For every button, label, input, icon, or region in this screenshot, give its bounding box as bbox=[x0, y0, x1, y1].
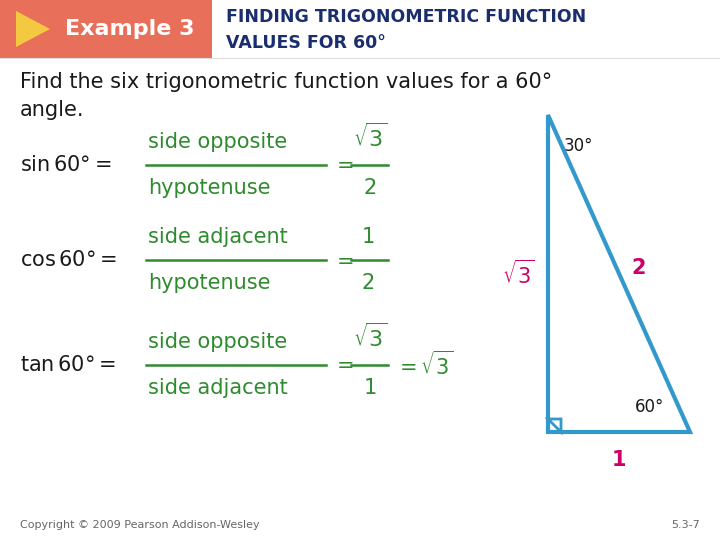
Text: 30°: 30° bbox=[564, 137, 593, 155]
Text: angle.: angle. bbox=[20, 100, 84, 120]
Text: side adjacent: side adjacent bbox=[148, 378, 288, 398]
Text: $=$: $=$ bbox=[332, 156, 354, 174]
Text: FINDING TRIGONOMETRIC FUNCTION: FINDING TRIGONOMETRIC FUNCTION bbox=[226, 8, 586, 26]
Text: 60°: 60° bbox=[635, 398, 665, 416]
Text: hypotenuse: hypotenuse bbox=[148, 273, 271, 293]
Text: $= \sqrt{3}$: $= \sqrt{3}$ bbox=[395, 351, 454, 379]
Text: $2$: $2$ bbox=[361, 273, 374, 293]
Text: Example 3: Example 3 bbox=[66, 19, 194, 39]
Text: $1$: $1$ bbox=[361, 227, 374, 247]
Text: side adjacent: side adjacent bbox=[148, 227, 288, 247]
Text: Copyright © 2009 Pearson Addison-Wesley: Copyright © 2009 Pearson Addison-Wesley bbox=[20, 520, 260, 530]
Text: 5.3-7: 5.3-7 bbox=[671, 520, 700, 530]
Text: $\sqrt{3}$: $\sqrt{3}$ bbox=[353, 124, 387, 152]
Text: $\mathrm{tan\,60°} =$: $\mathrm{tan\,60°} =$ bbox=[20, 355, 116, 375]
Text: $=$: $=$ bbox=[332, 355, 354, 375]
Text: $1$: $1$ bbox=[363, 378, 377, 398]
Text: $\mathrm{cos\,60°} =$: $\mathrm{cos\,60°} =$ bbox=[20, 250, 117, 270]
Bar bbox=[0, 0, 212, 58]
Polygon shape bbox=[16, 11, 50, 47]
Text: Find the six trigonometric function values for a 60°: Find the six trigonometric function valu… bbox=[20, 72, 552, 92]
Text: $\mathrm{sin\,60°} =$: $\mathrm{sin\,60°} =$ bbox=[20, 155, 112, 175]
Text: $\sqrt{3}$: $\sqrt{3}$ bbox=[353, 323, 387, 352]
Text: $=$: $=$ bbox=[332, 251, 354, 269]
Text: side opposite: side opposite bbox=[148, 332, 287, 352]
Text: side opposite: side opposite bbox=[148, 132, 287, 152]
Text: 1: 1 bbox=[612, 450, 626, 470]
Text: $\sqrt{3}$: $\sqrt{3}$ bbox=[502, 259, 534, 288]
Text: 2: 2 bbox=[631, 259, 646, 279]
Text: hypotenuse: hypotenuse bbox=[148, 178, 271, 198]
Text: $2$: $2$ bbox=[363, 178, 376, 198]
Text: VALUES FOR 60°: VALUES FOR 60° bbox=[226, 34, 386, 52]
